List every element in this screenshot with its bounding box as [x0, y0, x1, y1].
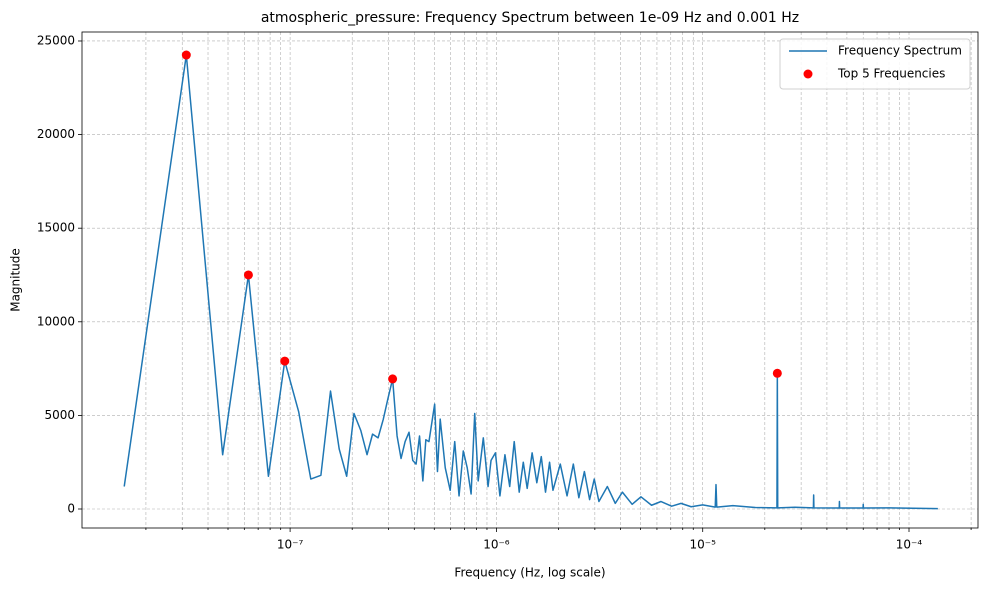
x-axis-label: Frequency (Hz, log scale): [454, 566, 605, 580]
peak-point: [243, 270, 253, 280]
legend-swatch: [803, 69, 813, 79]
plot-marks: [123, 50, 938, 510]
y-tick-label: 5000: [44, 408, 75, 422]
y-tick-label: 20000: [37, 127, 75, 141]
x-tick-label: 10⁻⁶: [483, 538, 510, 552]
y-tick-label: 0: [67, 501, 75, 515]
y-tick-label: 25000: [37, 33, 75, 47]
axes: 0 5000 10000 15000 20000 25000 10⁻⁷ 10⁻⁶ 10⁻⁵ 10⁻…: [37, 33, 972, 552]
y-tick-label: 10000: [37, 314, 75, 328]
x-tick-label: 10⁻⁷: [277, 538, 304, 552]
grid: [82, 32, 978, 528]
plot-frame: [81, 31, 979, 529]
legend-label: Top 5 Frequencies: [837, 67, 945, 81]
spectrum-line: [123, 54, 938, 510]
peak-point: [772, 368, 782, 378]
legend-label: Frequency Spectrum: [838, 44, 962, 58]
peak-point: [181, 50, 191, 60]
legend: Frequency Spectrum Top 5 Frequencies: [779, 38, 971, 90]
peak-point: [280, 356, 290, 366]
legend-box: [779, 38, 971, 90]
y-tick-label: 15000: [37, 221, 75, 235]
x-tick-label: 10⁻⁵: [689, 538, 716, 552]
y-axis-label: Magnitude: [9, 248, 23, 312]
x-tick-label: 10⁻⁴: [896, 538, 923, 552]
chart-title: atmospheric_pressure: Frequency Spectrum…: [261, 10, 799, 26]
peak-point: [388, 374, 398, 384]
